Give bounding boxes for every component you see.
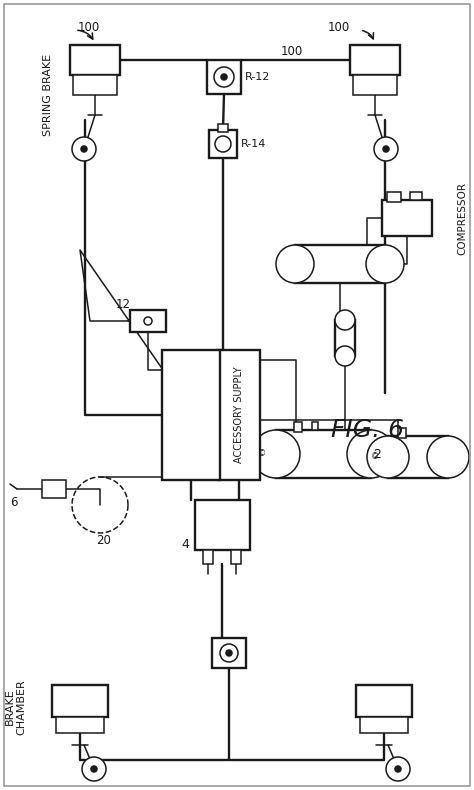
Circle shape [395, 766, 401, 772]
Bar [276, 430, 371, 478]
Circle shape [427, 436, 469, 478]
Bar [218, 124, 228, 132]
Bar [350, 45, 400, 75]
Text: 100: 100 [281, 44, 303, 58]
Bar [52, 685, 108, 717]
Bar [410, 192, 422, 200]
Bar [294, 422, 302, 432]
Text: ©: © [258, 450, 266, 458]
Circle shape [383, 146, 389, 152]
Text: 100: 100 [78, 21, 100, 33]
Circle shape [214, 67, 234, 87]
Circle shape [374, 137, 398, 161]
Bar [212, 638, 246, 668]
Bar [335, 320, 355, 356]
Circle shape [144, 317, 152, 325]
Circle shape [82, 757, 106, 781]
Circle shape [215, 136, 231, 152]
Text: 20: 20 [96, 533, 111, 547]
Circle shape [276, 245, 314, 283]
Circle shape [221, 74, 227, 80]
Circle shape [72, 137, 96, 161]
Bar [388, 436, 448, 478]
Text: ©: © [371, 453, 379, 461]
Text: COMPRESSOR: COMPRESSOR [457, 182, 467, 254]
Text: SPRING BRAKE: SPRING BRAKE [43, 54, 53, 136]
Circle shape [386, 757, 410, 781]
Text: 12: 12 [116, 298, 131, 310]
Bar [70, 45, 120, 75]
Circle shape [226, 650, 232, 656]
Text: R-12: R-12 [245, 72, 270, 82]
Circle shape [335, 310, 355, 330]
Text: 4: 4 [181, 539, 189, 551]
Circle shape [81, 146, 87, 152]
Circle shape [347, 430, 395, 478]
Bar [207, 60, 241, 94]
Circle shape [252, 430, 300, 478]
Circle shape [367, 436, 409, 478]
Text: ACCESSORY SUPPLY: ACCESSORY SUPPLY [234, 367, 244, 463]
Bar [382, 200, 432, 236]
Text: R-14: R-14 [241, 139, 266, 149]
Bar [209, 130, 237, 158]
Bar [218, 350, 260, 480]
Bar [73, 75, 117, 95]
Bar [195, 500, 250, 550]
Bar [130, 310, 166, 332]
Circle shape [366, 245, 404, 283]
Bar [203, 550, 213, 564]
Bar [295, 245, 385, 283]
Text: FIG. 6: FIG. 6 [331, 418, 404, 442]
Text: 100: 100 [328, 21, 350, 33]
Bar [356, 685, 412, 717]
Bar [360, 717, 408, 733]
Bar [353, 75, 397, 95]
Bar [398, 428, 406, 438]
Bar [42, 480, 66, 498]
Bar [231, 550, 241, 564]
Circle shape [91, 766, 97, 772]
Text: 2: 2 [373, 447, 381, 461]
Text: BRAKE
CHAMBER: BRAKE CHAMBER [5, 679, 27, 735]
Bar [162, 350, 220, 480]
Bar [56, 717, 104, 733]
Bar [312, 422, 318, 430]
Bar [387, 192, 401, 202]
Circle shape [220, 644, 238, 662]
Text: 6: 6 [10, 495, 18, 509]
Circle shape [335, 346, 355, 366]
